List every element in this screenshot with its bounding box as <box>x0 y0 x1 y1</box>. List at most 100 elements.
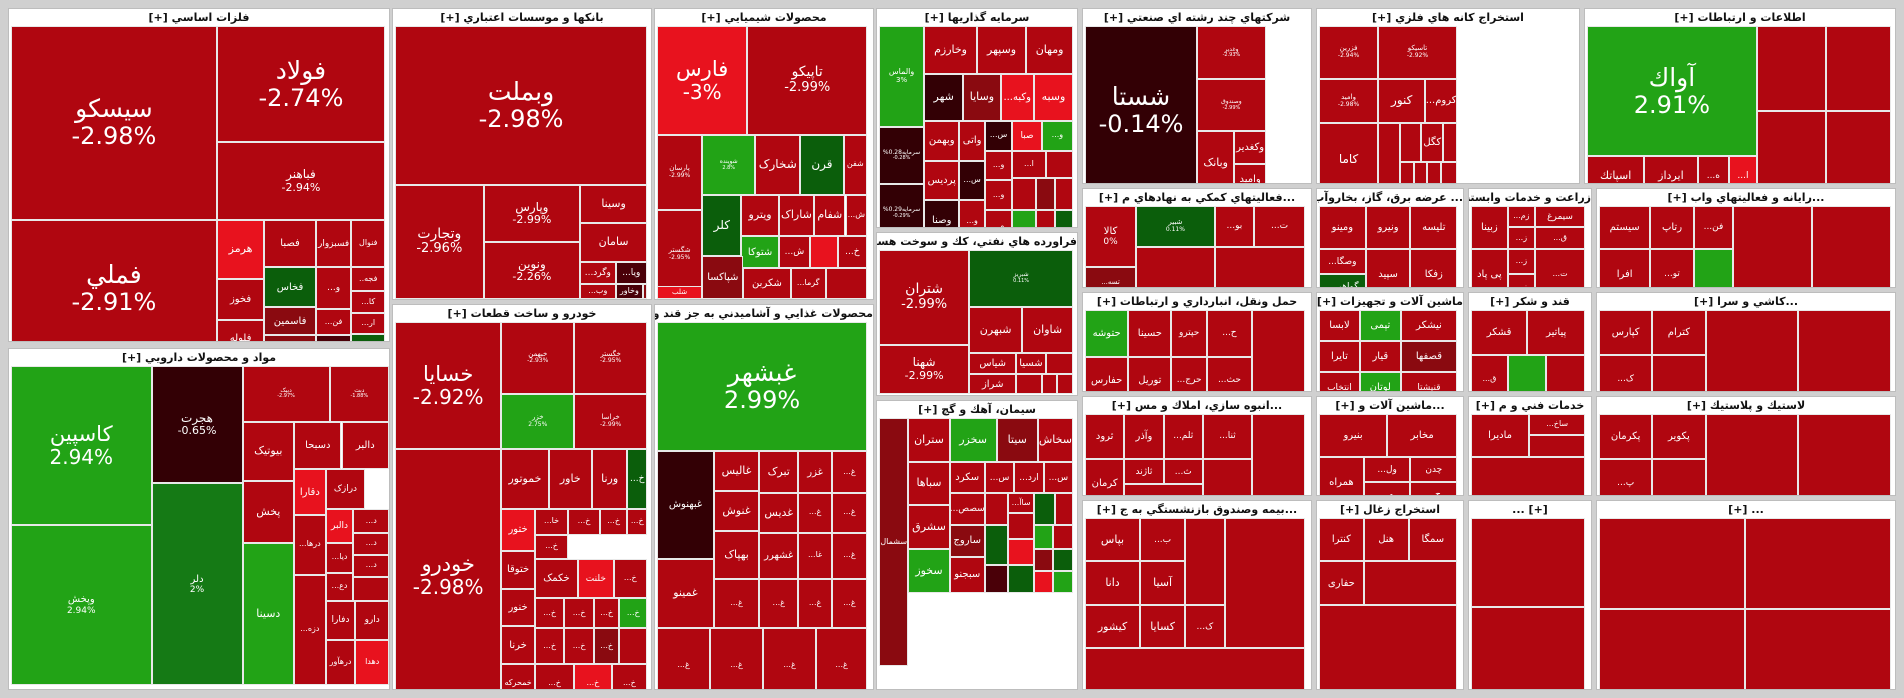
stock-tile[interactable]: صبا <box>1012 121 1042 151</box>
stock-tile[interactable]: تایرا <box>1319 341 1360 373</box>
stock-tile[interactable]: خ... <box>593 628 620 665</box>
stock-tile[interactable]: شبهرن <box>969 307 1023 353</box>
sector-panel[interactable]: قند و شكر [+] قشکر پیاتیر ق... <box>1468 292 1592 392</box>
stock-tile[interactable]: مخابر <box>1387 414 1458 457</box>
sector-panel[interactable]: فلزات اساسي [+] سیسکو -2.98% فولاد -2.74% فبا… <box>8 8 390 342</box>
stock-tile[interactable]: ختور <box>501 508 535 551</box>
stock-tile[interactable]: هرمز <box>216 219 265 280</box>
stock-tile[interactable]: لوتان <box>1359 372 1401 391</box>
stock-tile[interactable]: س... <box>959 160 985 201</box>
stock-tile[interactable]: غ... <box>831 578 868 629</box>
sector-title[interactable]: خودرو و ساخت قطعات [+] <box>393 305 651 322</box>
stock-tile[interactable]: شفام <box>814 194 846 237</box>
stock-tile[interactable]: وغدیر -2.93% <box>1197 26 1266 80</box>
stock-tile[interactable]: دهدا <box>355 640 389 686</box>
stock-tile[interactable] <box>1705 310 1799 391</box>
stock-tile[interactable]: سیسکو -2.98% <box>11 26 217 220</box>
stock-tile[interactable]: خ... <box>619 598 648 629</box>
stock-tile[interactable]: خسایا -2.92% <box>395 322 502 450</box>
sector-title[interactable]: لاستيك و پلاستيك [+] <box>1597 397 1895 414</box>
stock-tile[interactable]: ساروج <box>949 525 985 557</box>
stock-tile[interactable]: تاسیکو -2.92% <box>1378 26 1457 80</box>
stock-tile[interactable]: انتخاب <box>1319 372 1360 391</box>
sector-panel[interactable]: فراورده هاي نفتي، كك و سوخت هسته اي [+] ش… <box>876 232 1078 396</box>
sector-title[interactable]: مواد و محصولات دارويي [+] <box>9 349 389 366</box>
stock-tile[interactable]: وب... <box>580 284 616 299</box>
stock-tile[interactable] <box>1599 608 1746 689</box>
stock-tile[interactable] <box>1319 604 1458 689</box>
stock-tile[interactable]: همراه <box>1319 456 1364 495</box>
stock-tile[interactable] <box>1825 26 1892 111</box>
stock-tile[interactable]: ساآ... <box>1008 493 1034 514</box>
stock-tile[interactable]: ش... <box>845 194 868 237</box>
stock-tile[interactable]: گرما... <box>790 268 826 299</box>
sector-panel[interactable]: ماشين آلات و تجهيزات [+] لابسا تایرا انتخاب… <box>1316 292 1464 392</box>
stock-tile[interactable]: وآذر <box>1124 414 1164 459</box>
stock-tile[interactable] <box>1443 122 1457 163</box>
stock-tile[interactable]: دسبحا <box>294 421 342 470</box>
stock-tile[interactable] <box>1016 374 1042 394</box>
sector-panel[interactable]: خودرو و ساخت قطعات [+] خسایا -2.92% خودرو -2… <box>392 304 652 690</box>
stock-tile[interactable]: ه... <box>1697 156 1730 183</box>
stock-tile[interactable] <box>1507 354 1547 391</box>
stock-tile[interactable] <box>1745 518 1892 609</box>
sector-panel[interactable]: مواد و محصولات دارويي [+] کاسپین 2.94% وپخش… <box>8 348 390 690</box>
stock-tile[interactable] <box>1529 435 1586 457</box>
stock-tile[interactable]: ار... <box>351 313 386 335</box>
stock-tile[interactable]: والماس 3% <box>879 26 925 127</box>
stock-tile[interactable]: وبملت -2.98% <box>395 26 648 185</box>
stock-tile[interactable]: بنیرو <box>1319 414 1388 457</box>
stock-tile[interactable]: سرمایه0.29% -0.29% <box>879 184 925 227</box>
sector-title[interactable]: ... [+] <box>1597 501 1895 518</box>
stock-tile[interactable]: خ... <box>564 598 594 629</box>
sector-panel[interactable]: ...كاشي و سرا [+] کپارس کترام ک... <box>1596 292 1896 392</box>
sector-title[interactable]: فراورده هاي نفتي، كك و سوخت هسته اي [+] <box>877 233 1077 250</box>
stock-tile[interactable]: دع... <box>325 572 354 601</box>
stock-tile[interactable]: شپاکسا <box>702 256 744 299</box>
stock-tile[interactable]: ومینو <box>1319 206 1366 249</box>
stock-tile[interactable]: کپارس <box>1599 310 1653 355</box>
stock-tile[interactable]: وبهمن <box>924 121 960 161</box>
stock-tile[interactable]: خ... <box>837 236 868 269</box>
stock-tile[interactable]: سشرق <box>908 505 950 550</box>
stock-tile[interactable]: فایرا <box>264 335 316 341</box>
stock-tile[interactable] <box>643 284 648 299</box>
stock-tile[interactable]: ک... <box>1599 354 1653 391</box>
stock-tile[interactable]: تو... <box>1650 248 1694 287</box>
sector-title[interactable]: فلزات اساسي [+] <box>9 9 389 26</box>
stock-tile[interactable]: پردیس <box>924 160 960 201</box>
stock-tile[interactable] <box>1252 310 1306 391</box>
stock-tile[interactable]: غا... <box>798 532 832 579</box>
stock-tile[interactable]: پارسان -2.99% <box>657 135 703 210</box>
stock-tile[interactable]: شفن <box>843 135 868 195</box>
stock-tile[interactable]: کسایا <box>1140 604 1186 649</box>
stock-tile[interactable]: دبت -1.88% <box>329 366 389 422</box>
stock-tile[interactable]: خ... <box>534 628 565 665</box>
stock-tile[interactable]: زفکا <box>1410 248 1458 287</box>
stock-tile[interactable] <box>1035 210 1056 227</box>
stock-tile[interactable]: توریل <box>1128 356 1172 391</box>
stock-tile[interactable] <box>1812 206 1892 287</box>
stock-tile[interactable]: فسبزوار <box>315 219 352 268</box>
stock-tile[interactable]: و... <box>984 150 1013 181</box>
stock-tile[interactable] <box>1252 414 1306 495</box>
stock-tile[interactable]: س... <box>984 121 1013 151</box>
stock-tile[interactable]: سشمال <box>879 418 909 667</box>
sector-title[interactable]: ...انبوه سازي، املاك و مس [+] <box>1083 397 1311 414</box>
stock-tile[interactable] <box>1008 564 1034 593</box>
stock-tile[interactable]: سپید <box>1365 248 1411 287</box>
stock-tile[interactable]: خزر 2.75% <box>501 393 575 450</box>
stock-tile[interactable]: ک... <box>1185 604 1225 649</box>
stock-tile[interactable] <box>1008 539 1034 565</box>
stock-tile[interactable]: غزر <box>798 451 832 494</box>
stock-tile[interactable]: غ... <box>763 628 817 689</box>
stock-tile[interactable]: ختوقا <box>501 550 535 589</box>
sector-title[interactable]: زراعت و خدمات وابسته [+] <box>1469 189 1591 206</box>
stock-tile[interactable]: و... <box>315 267 352 310</box>
stock-tile[interactable] <box>1471 518 1586 607</box>
stock-tile[interactable]: حرج... <box>1171 356 1207 391</box>
stock-tile[interactable]: گواهی... <box>1319 274 1366 287</box>
sector-title[interactable]: شركتهاي چند رشته اي صنعتي [+] <box>1083 9 1311 26</box>
stock-tile[interactable]: دسینا <box>242 542 294 685</box>
stock-tile[interactable] <box>1041 374 1058 394</box>
